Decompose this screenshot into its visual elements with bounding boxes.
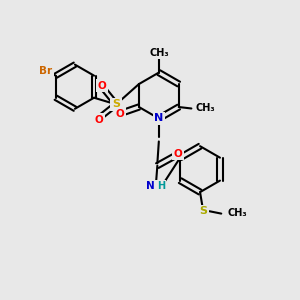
Text: O: O (94, 115, 103, 125)
Text: H: H (157, 181, 165, 191)
Text: Br: Br (39, 66, 52, 76)
Text: CH₃: CH₃ (227, 208, 247, 218)
Text: N: N (154, 113, 164, 124)
Text: S: S (199, 206, 207, 216)
Text: N: N (146, 181, 155, 191)
Text: CH₃: CH₃ (195, 103, 215, 113)
Text: O: O (174, 149, 182, 159)
Text: O: O (98, 80, 107, 91)
Text: CH₃: CH₃ (149, 48, 169, 58)
Text: S: S (112, 99, 120, 110)
Text: O: O (116, 109, 124, 119)
